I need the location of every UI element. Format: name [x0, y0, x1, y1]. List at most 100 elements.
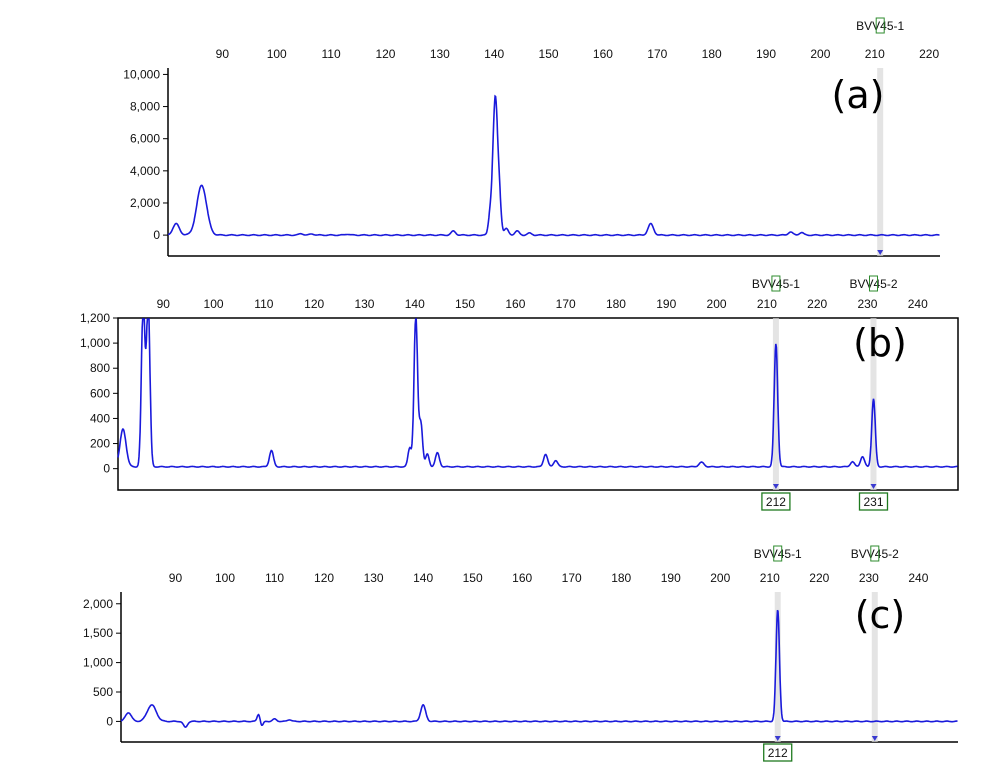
allele-marker-box — [870, 545, 880, 562]
x-tick-label: 100 — [215, 571, 235, 585]
allele-bin — [877, 68, 884, 256]
allele-arrow-icon — [870, 484, 877, 489]
size-call-box — [761, 492, 791, 511]
allele-marker-label: BVV45-1 — [752, 277, 800, 291]
x-tick-label: 160 — [512, 571, 532, 585]
allele-marker-box — [773, 545, 783, 562]
x-tick-label: 120 — [375, 47, 395, 61]
allele-marker-label: BVV45-1 — [856, 19, 904, 33]
x-tick-label: 220 — [919, 47, 939, 61]
y-tick-label: 8,000 — [130, 100, 160, 114]
y-tick-label: 1,500 — [83, 626, 113, 640]
y-tick-label: 200 — [90, 437, 110, 451]
x-tick-label: 220 — [807, 297, 827, 311]
x-tick-label: 130 — [430, 47, 450, 61]
y-tick-label: 800 — [90, 361, 110, 375]
x-tick-label: 210 — [865, 47, 885, 61]
x-tick-label: 180 — [702, 47, 722, 61]
allele-marker-box — [875, 17, 885, 34]
x-tick-label: 200 — [710, 571, 730, 585]
x-tick-label: 110 — [322, 47, 341, 61]
x-tick-label: 110 — [254, 297, 273, 311]
y-tick-label: 2,000 — [83, 597, 113, 611]
y-tick-label: 500 — [93, 685, 113, 699]
x-tick-label: 170 — [556, 297, 576, 311]
size-call-label: 212 — [766, 495, 786, 509]
x-tick-label: 130 — [354, 297, 374, 311]
y-tick-label: 1,000 — [83, 656, 113, 670]
y-tick-label: 1,200 — [80, 311, 110, 325]
y-tick-label: 0 — [106, 714, 113, 728]
y-tick-label: 400 — [90, 411, 110, 425]
allele-bin — [772, 318, 779, 490]
allele-marker-label: BVV45-2 — [849, 277, 897, 291]
x-tick-label: 240 — [908, 297, 928, 311]
y-tick-label: 6,000 — [130, 132, 160, 146]
allele-arrow-icon — [774, 736, 781, 741]
plot-frame — [117, 317, 959, 491]
x-tick-label: 210 — [757, 297, 777, 311]
x-tick-label: 170 — [562, 571, 582, 585]
allele-bin — [774, 592, 781, 742]
signal-trace — [117, 318, 958, 468]
x-tick-label: 160 — [593, 47, 613, 61]
x-tick-label: 180 — [606, 297, 626, 311]
x-tick-label: 230 — [857, 297, 877, 311]
y-tick-label: 0 — [103, 462, 110, 476]
x-tick-label: 210 — [760, 571, 780, 585]
x-tick-label: 170 — [647, 47, 667, 61]
x-tick-label: 150 — [539, 47, 559, 61]
x-tick-label: 90 — [216, 47, 230, 61]
allele-marker-label: BVV45-1 — [754, 547, 802, 561]
chart-panel-1: 90 100 110 120 130 140 150 160 170 180 190 200 210 22… — [123, 17, 940, 257]
x-tick-label: 200 — [810, 47, 830, 61]
x-tick-label: 200 — [707, 297, 727, 311]
x-tick-label: 140 — [484, 47, 504, 61]
x-tick-label: 140 — [413, 571, 433, 585]
x-tick-label: 110 — [265, 571, 284, 585]
x-tick-label: 190 — [661, 571, 681, 585]
allele-arrow-icon — [877, 250, 884, 255]
y-tick-label: 0 — [153, 228, 160, 242]
x-tick-label: 180 — [611, 571, 631, 585]
allele-marker-box — [771, 275, 781, 292]
x-tick-label: 150 — [455, 297, 475, 311]
y-tick-label: 600 — [90, 386, 110, 400]
x-tick-label: 140 — [405, 297, 425, 311]
x-tick-label: 120 — [314, 571, 334, 585]
x-tick-label: 240 — [908, 571, 928, 585]
allele-arrow-icon — [871, 736, 878, 741]
panel-label: (b) — [853, 321, 907, 365]
y-tick-label: 4,000 — [130, 164, 160, 178]
size-call-box — [763, 743, 793, 762]
allele-marker-box — [868, 275, 878, 292]
x-tick-label: 120 — [304, 297, 324, 311]
x-tick-label: 190 — [756, 47, 776, 61]
y-tick-label: 2,000 — [130, 196, 160, 210]
x-tick-label: 160 — [505, 297, 525, 311]
chart-panel-3: 90 100 110 120 130 140 150 160 170 180 190 200 210 22… — [83, 545, 958, 762]
panel-label: (c) — [855, 593, 906, 637]
x-tick-label: 90 — [157, 297, 171, 311]
size-call-label: 212 — [768, 746, 788, 760]
chart-panel-2: 90 100 110 120 130 140 150 160 170 180 190 200 210 22… — [80, 275, 959, 511]
x-tick-label: 150 — [463, 571, 483, 585]
x-tick-label: 100 — [267, 47, 287, 61]
x-tick-label: 220 — [809, 571, 829, 585]
y-tick-label: 10,000 — [123, 67, 160, 81]
x-tick-label: 230 — [859, 571, 879, 585]
x-tick-label: 130 — [364, 571, 384, 585]
signal-trace — [120, 609, 958, 728]
x-tick-label: 100 — [204, 297, 224, 311]
allele-marker-label: BVV45-2 — [851, 547, 899, 561]
y-tick-label: 1,000 — [80, 336, 110, 350]
x-tick-label: 190 — [656, 297, 676, 311]
size-call-box — [858, 492, 889, 511]
x-tick-label: 90 — [169, 571, 183, 585]
allele-arrow-icon — [772, 484, 779, 489]
panel-label: (a) — [832, 73, 885, 117]
allele-bin — [871, 592, 878, 742]
signal-trace — [167, 94, 940, 237]
size-call-label: 231 — [863, 495, 883, 509]
